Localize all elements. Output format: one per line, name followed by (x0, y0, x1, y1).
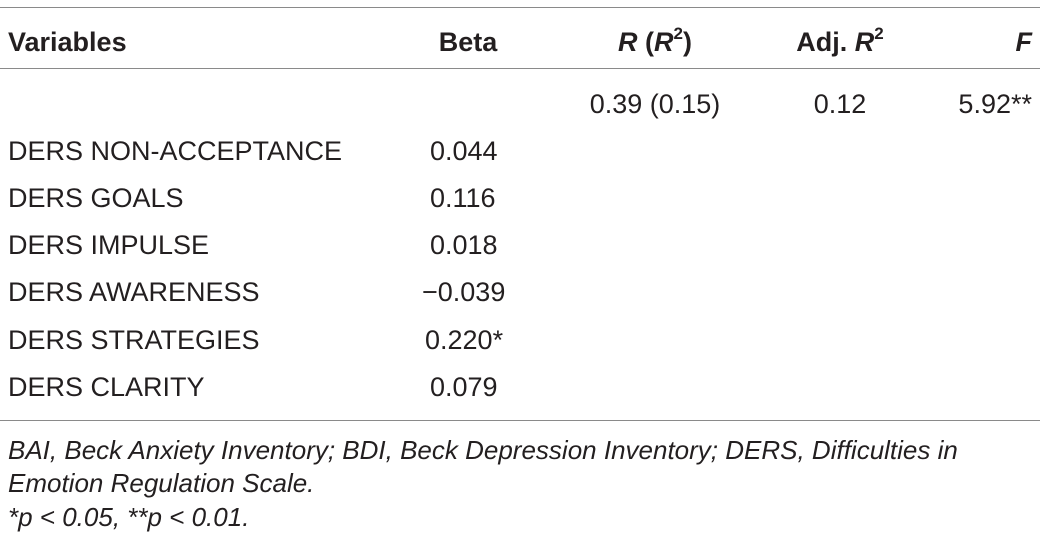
table-row-variable: DERS IMPULSE (8, 230, 210, 260)
header-r2-superscript: 2 (673, 24, 683, 43)
table-row-beta: 0.220* (425, 325, 504, 355)
model-adj-r2: 0.12 (813, 89, 867, 119)
header-adj-prefix: Adj. (796, 27, 855, 57)
header-variables: Variables (8, 27, 127, 57)
table-row-variable: DERS AWARENESS (8, 277, 260, 307)
header-divider (0, 68, 1040, 69)
header-r2-symbol: R (654, 27, 674, 57)
header-f: F (1015, 27, 1033, 57)
header-r-symbol: R (618, 27, 638, 57)
footnote-significance: *p < 0.05, **p < 0.01. (8, 502, 250, 532)
table-bottom-rule (0, 420, 1040, 421)
table-row-variable: DERS NON-ACCEPTANCE (8, 136, 343, 166)
model-f: 5.92** (958, 89, 1032, 119)
table-top-rule (0, 7, 1040, 8)
header-r-paren-open: ( (637, 27, 655, 57)
header-r-paren-close: ) (682, 27, 692, 57)
header-beta: Beta (438, 27, 498, 57)
table-row-beta: 0.079 (430, 372, 498, 402)
model-r-r2: 0.39 (0.15) (589, 89, 721, 119)
header-adj-superscript: 2 (874, 24, 884, 43)
header-adj-r2: Adj. R2 (770, 24, 910, 58)
header-r-r2: R (R2) (555, 24, 755, 58)
table-row-beta: 0.044 (430, 136, 498, 166)
table-row-beta: −0.039 (422, 277, 506, 307)
table-row-variable: DERS GOALS (8, 183, 184, 213)
header-adj-r-symbol: R (854, 27, 875, 57)
table-row-beta: 0.018 (430, 230, 498, 260)
table-row-variable: DERS STRATEGIES (8, 325, 260, 355)
table-row-variable: DERS CLARITY (8, 372, 205, 402)
footnote-abbreviations: BAI, Beck Anxiety Inventory; BDI, Beck D… (8, 435, 958, 498)
table-row-beta: 0.116 (430, 183, 496, 213)
